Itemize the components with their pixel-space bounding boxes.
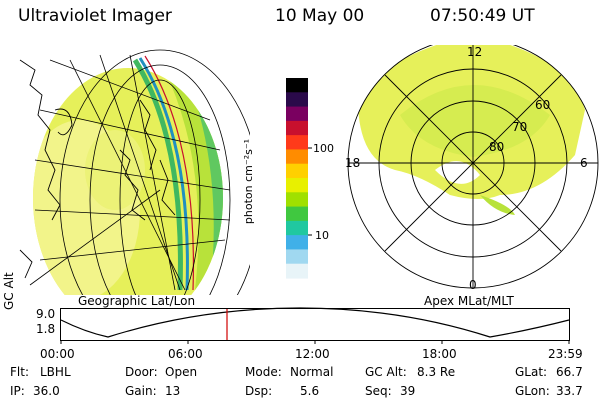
mlt-label-18: 18 <box>345 156 361 170</box>
polar-plot <box>347 45 599 289</box>
colorbar-tick-10: 10 <box>315 229 329 242</box>
filter-label: Flt: <box>10 365 29 379</box>
altitude-curve <box>60 307 570 338</box>
colorbar-segment <box>286 149 308 165</box>
altitude-plot <box>60 307 570 344</box>
altitude-xticks <box>60 340 570 344</box>
geographic-panel-label: Geographic Lat/Lon <box>78 294 196 308</box>
polar-grid <box>347 45 599 289</box>
ip-value: 36.0 <box>33 384 60 398</box>
altitude-ytick-low: 1.8 <box>36 322 56 336</box>
colorbar-segment <box>286 206 308 222</box>
glat-label: GLat: <box>515 365 548 379</box>
gain-value: 13 <box>165 384 181 398</box>
colorbar-segment <box>286 192 308 208</box>
door-value: Open <box>165 365 198 379</box>
colorbar-segment <box>286 120 308 136</box>
colorbar-unit-label: photon cm⁻²s⁻¹ <box>242 138 256 225</box>
glat-value: 66.7 <box>556 365 583 379</box>
colorbar-segment <box>286 106 308 122</box>
mlt-label-12: 12 <box>467 45 483 59</box>
colorbar-segment <box>286 178 308 193</box>
gc-alt-value: 8.3 Re <box>417 365 456 379</box>
dsp-label: Dsp: <box>245 384 273 398</box>
coastlines <box>19 59 176 279</box>
mode-label: Mode: <box>245 365 282 379</box>
geographic-image <box>19 49 250 295</box>
seq-value: 39 <box>400 384 416 398</box>
altitude-plot-frame <box>60 308 570 341</box>
time-tick-2359: 23:59 <box>548 347 583 361</box>
colorbar-segment <box>286 235 308 251</box>
time-tick-0000: 00:00 <box>40 347 75 361</box>
time-tick-1800: 18:00 <box>422 347 457 361</box>
observation-date: 10 May 00 <box>275 6 365 26</box>
colorbar-segment <box>286 78 308 93</box>
ip-label: IP: <box>10 384 25 398</box>
polar-emission <box>358 45 585 215</box>
mlt-label-0: 0 <box>469 278 477 292</box>
colorbar-segment <box>286 92 308 108</box>
altitude-ylabel: GC Alt <box>2 272 16 310</box>
apex-panel-label: Apex MLat/MLT <box>424 294 514 308</box>
gc-alt-label: GC Alt: <box>365 365 407 379</box>
colorbar <box>286 78 312 279</box>
seq-label: Seq: <box>365 384 392 398</box>
colorbar-scale <box>286 78 308 279</box>
colorbar-segment <box>286 163 308 179</box>
glon-label: GLon: <box>515 384 550 398</box>
altitude-ytick-high: 9.0 <box>36 307 56 321</box>
mlat-label-70: 70 <box>512 120 528 134</box>
colorbar-segment <box>286 249 308 265</box>
mlt-label-6: 6 <box>580 156 588 170</box>
door-label: Door: <box>125 365 158 379</box>
dsp-value: 5.6 <box>300 384 320 398</box>
gain-label: Gain: <box>125 384 157 398</box>
colorbar-segment <box>286 263 308 279</box>
mode-value: Normal <box>290 365 334 379</box>
colorbar-tick-100: 100 <box>313 142 334 155</box>
filter-value: LBHL <box>40 365 71 379</box>
mlat-label-80: 80 <box>489 140 505 154</box>
glon-value: 33.7 <box>556 384 583 398</box>
mlat-label-60: 60 <box>535 98 551 112</box>
colorbar-segment <box>286 220 308 236</box>
time-tick-1200: 12:00 <box>295 347 330 361</box>
observation-time: 07:50:49 UT <box>430 6 535 26</box>
instrument-title: Ultraviolet Imager <box>18 6 172 26</box>
time-tick-0600: 06:00 <box>168 347 203 361</box>
colorbar-segment <box>286 135 308 151</box>
auroral-edge <box>132 58 183 291</box>
